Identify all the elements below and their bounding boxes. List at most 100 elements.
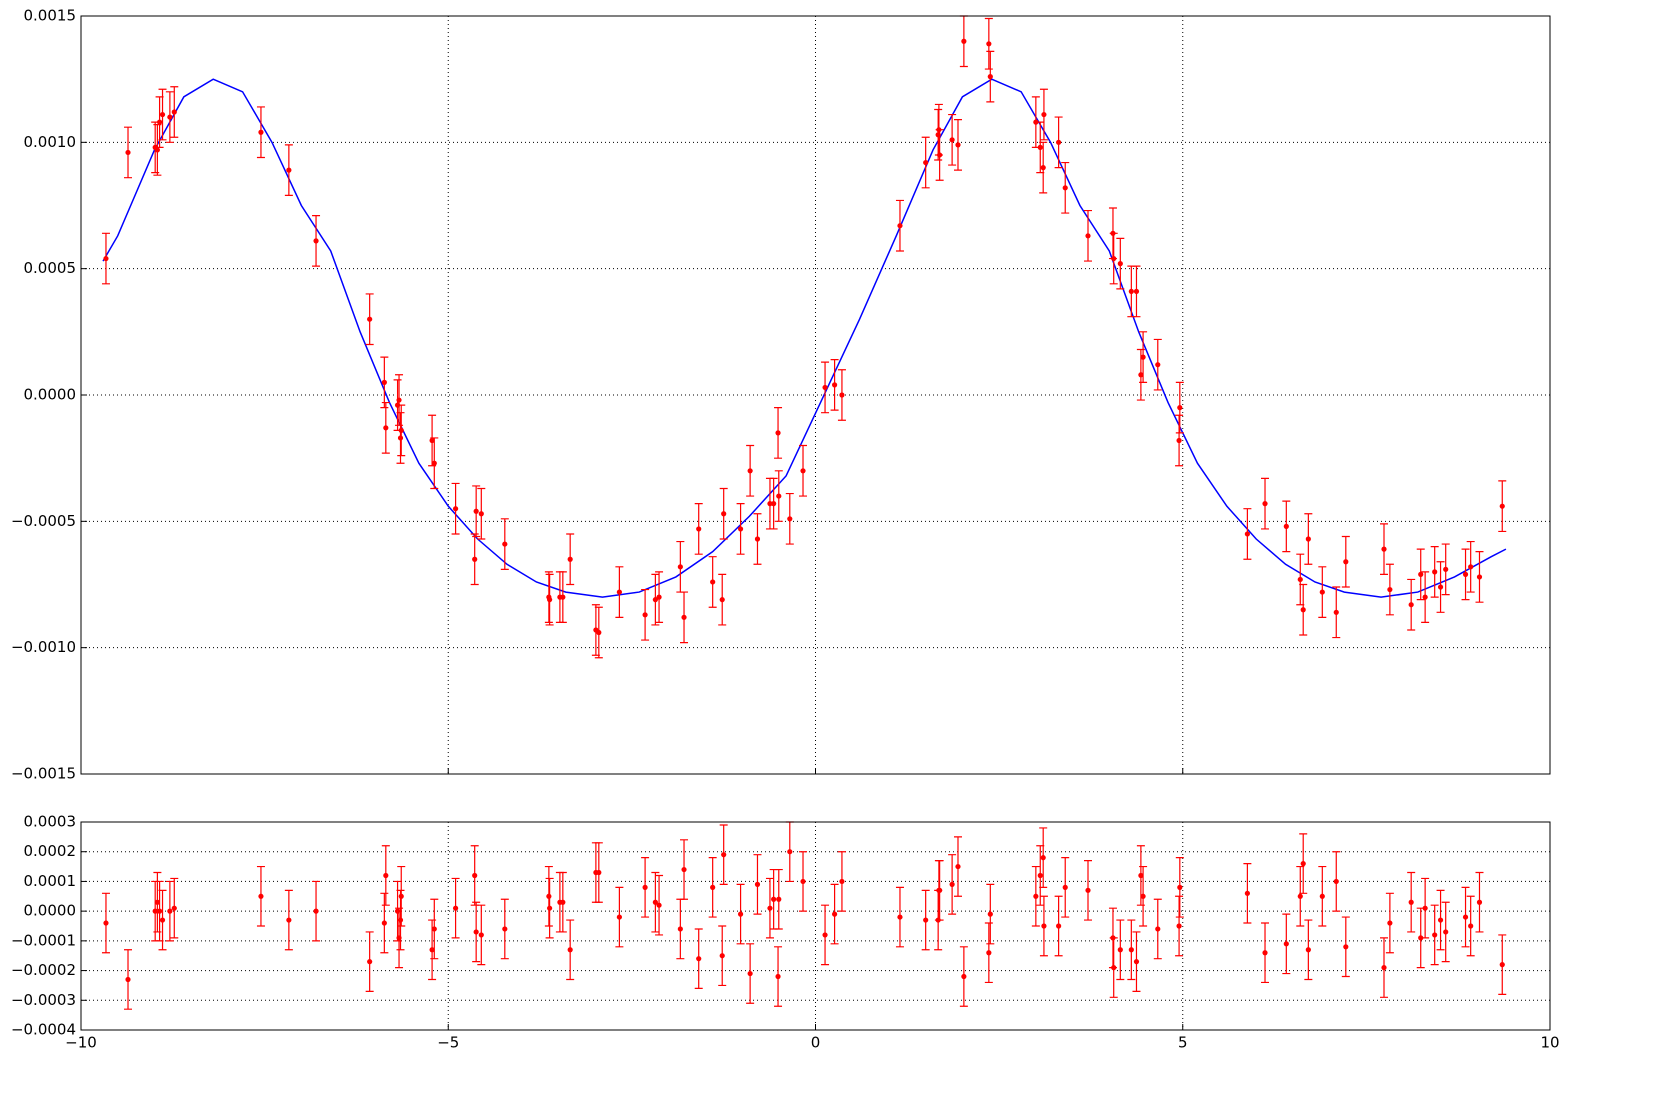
y-tick-label: 0.0010 (24, 133, 77, 151)
y-tick-label: 0.0000 (24, 386, 77, 404)
data-point (656, 902, 662, 908)
data-point (719, 597, 725, 603)
data-point (767, 905, 773, 911)
data-point (937, 887, 943, 893)
data-point (159, 111, 166, 118)
data-point (1418, 571, 1424, 577)
data-point (596, 629, 602, 636)
data-point (822, 932, 828, 938)
data-point (1381, 546, 1387, 552)
data-point (616, 589, 622, 595)
data-point (473, 929, 479, 935)
data-point (472, 872, 478, 879)
data-point (1085, 233, 1091, 239)
data-point (800, 878, 806, 885)
data-point (1381, 965, 1387, 971)
data-point (1056, 923, 1062, 929)
y-tick-label: 0.0005 (24, 259, 77, 277)
data-point (596, 869, 602, 876)
data-point (1499, 962, 1505, 968)
data-point (754, 536, 761, 542)
data-point (1176, 437, 1182, 444)
data-point (1244, 531, 1250, 537)
data-point (1262, 950, 1268, 956)
data-point (1297, 576, 1303, 583)
data-point (747, 970, 753, 977)
data-point (1297, 893, 1303, 899)
data-point (313, 908, 319, 914)
data-point (949, 881, 955, 888)
data-point (1138, 372, 1144, 378)
data-point (1037, 144, 1043, 150)
data-point (721, 511, 727, 517)
data-point (737, 911, 744, 917)
data-point (397, 917, 404, 923)
y-tick-label: 0.0000 (24, 902, 77, 920)
data-point (1177, 405, 1183, 411)
data-point (1085, 887, 1091, 893)
data-point (1305, 536, 1311, 542)
data-point (472, 556, 478, 562)
data-point (775, 973, 781, 980)
data-point (1408, 899, 1414, 905)
data-point (313, 238, 319, 244)
data-point (1319, 893, 1325, 899)
data-point (1062, 185, 1068, 191)
data-point (986, 41, 992, 47)
data-point (1437, 917, 1444, 923)
data-point (1387, 920, 1393, 926)
data-point (1244, 890, 1250, 896)
data-point (1319, 589, 1325, 595)
data-point (1041, 111, 1047, 118)
data-point (1176, 923, 1182, 929)
data-point (955, 142, 961, 148)
data-point (547, 597, 553, 603)
data-point (560, 594, 566, 600)
data-point (1468, 923, 1474, 929)
data-point (1155, 926, 1161, 932)
data-point (656, 594, 662, 600)
data-point (1117, 947, 1123, 953)
data-point (987, 74, 993, 80)
data-point (677, 564, 683, 570)
data-point (1262, 501, 1268, 507)
data-point (1333, 878, 1339, 885)
data-point (839, 878, 845, 885)
data-point (1140, 354, 1146, 360)
data-point (1422, 594, 1428, 600)
y-tick-label: −0.0002 (11, 961, 76, 979)
data-point (1111, 255, 1117, 262)
data-point (961, 973, 967, 980)
data-point (1462, 571, 1469, 577)
data-point (771, 501, 777, 507)
data-point (431, 460, 437, 466)
data-point (1040, 855, 1046, 861)
data-point (923, 159, 929, 166)
data-point (937, 152, 943, 158)
data-point (452, 506, 459, 512)
x-tick-label: 10 (1540, 1034, 1559, 1052)
data-point (1300, 861, 1306, 867)
data-point (1437, 584, 1444, 590)
data-point (502, 926, 508, 932)
data-point (1041, 923, 1047, 929)
data-point (258, 893, 264, 899)
data-point (567, 556, 573, 562)
data-point (429, 947, 435, 953)
data-point (767, 501, 773, 507)
panel: −10 −5 0 5 10 −0.0004 −0.0003 −0.0002 −0.0001 0.0… (11, 813, 1560, 1052)
data-point (1432, 932, 1438, 938)
data-point (381, 379, 387, 385)
data-point (747, 468, 753, 474)
data-point (103, 920, 109, 926)
data-point (986, 950, 992, 956)
data-point (776, 896, 782, 902)
y-tick-label: −0.0004 (11, 1021, 76, 1039)
data-point (839, 392, 845, 398)
data-point (1443, 929, 1449, 935)
data-point (1422, 905, 1428, 911)
data-point (154, 147, 160, 153)
data-point (1283, 523, 1289, 529)
data-point (452, 905, 459, 911)
data-point (1387, 586, 1393, 593)
